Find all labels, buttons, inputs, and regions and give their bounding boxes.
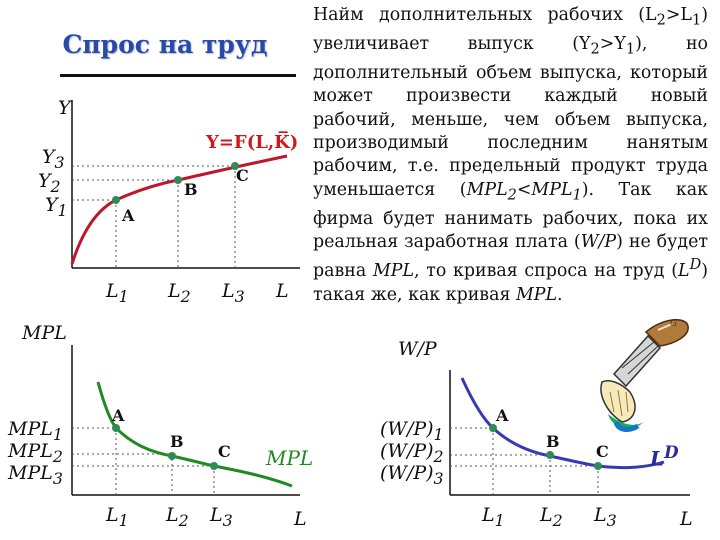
mpl-y-tick-mpl1: MPL1 bbox=[8, 418, 63, 444]
mpl-y-tick-mpl2: MPL2 bbox=[8, 440, 63, 466]
mpl-point-b bbox=[168, 452, 176, 460]
mpl-curve bbox=[96, 381, 293, 488]
mpl-label-b: B bbox=[170, 432, 184, 451]
mpl-point-c bbox=[210, 462, 218, 470]
production-graph bbox=[70, 100, 300, 269]
production-y-tick-y2: Y2 bbox=[38, 170, 61, 196]
slide-title: Спрос на труд bbox=[62, 30, 268, 59]
production-guides bbox=[72, 165, 236, 268]
demand-label-c: C bbox=[596, 442, 609, 461]
production-y-axis-label: Y bbox=[58, 97, 71, 119]
title-underline bbox=[60, 74, 296, 77]
demand-curve-label: LD bbox=[650, 442, 679, 471]
demand-point-a bbox=[489, 424, 497, 432]
demand-x-tick-l2: L2 bbox=[540, 504, 563, 530]
mpl-x-tick-l3: L3 bbox=[210, 504, 233, 530]
production-point-b bbox=[174, 176, 182, 184]
production-curve bbox=[70, 154, 288, 265]
paintbrush-icon: G bbox=[600, 319, 689, 432]
svg-text:G: G bbox=[670, 319, 677, 329]
mpl-y-axis-label: MPL bbox=[22, 322, 67, 344]
demand-curve bbox=[460, 377, 665, 470]
demand-label-a: A bbox=[496, 406, 509, 425]
production-x-tick-l3: L3 bbox=[222, 280, 245, 306]
production-label-c: C bbox=[236, 166, 249, 185]
demand-x-axis-label: L bbox=[680, 508, 693, 530]
demand-x-tick-l3: L3 bbox=[594, 504, 617, 530]
demand-label-b: B bbox=[546, 432, 560, 451]
mpl-curve-label: MPL bbox=[266, 446, 314, 470]
mpl-point-a bbox=[112, 424, 120, 432]
production-point-c bbox=[231, 162, 239, 170]
mpl-x-axis-label: L bbox=[294, 508, 307, 530]
production-y-tick-y1: Y1 bbox=[45, 194, 68, 220]
demand-y-tick-wp2: (W/P)2 bbox=[380, 440, 444, 466]
demand-x-tick-l1: L1 bbox=[482, 504, 505, 530]
production-y-tick-y3: Y3 bbox=[42, 146, 65, 172]
mpl-x-tick-l1: L1 bbox=[106, 504, 129, 530]
production-label-b: B bbox=[184, 180, 198, 199]
explanation-paragraph: Найм дополнительных рабочих (L2>L1) увел… bbox=[313, 5, 709, 305]
mpl-label-a: A bbox=[112, 406, 125, 425]
demand-guides bbox=[450, 427, 599, 495]
demand-y-axis-label: W/P bbox=[398, 338, 437, 360]
production-label-a: A bbox=[122, 206, 135, 225]
mpl-label-c: C bbox=[218, 442, 231, 461]
mpl-y-tick-mpl3: MPL3 bbox=[8, 462, 63, 488]
production-point-a bbox=[112, 196, 120, 204]
production-x-tick-l1: L1 bbox=[106, 280, 129, 306]
mpl-x-tick-l2: L2 bbox=[166, 504, 189, 530]
production-curve-label: Y=F(L,K̅) bbox=[206, 132, 299, 153]
production-x-tick-l2: L2 bbox=[168, 280, 191, 306]
demand-point-c bbox=[594, 462, 602, 470]
labor-demand-graph bbox=[449, 370, 690, 496]
demand-y-tick-wp1: (W/P)1 bbox=[380, 418, 444, 444]
mpl-guides bbox=[72, 427, 215, 495]
mpl-graph bbox=[71, 345, 300, 496]
production-x-axis-label: L bbox=[276, 280, 289, 302]
demand-y-tick-wp3: (W/P)3 bbox=[380, 462, 444, 488]
demand-point-b bbox=[546, 451, 554, 459]
